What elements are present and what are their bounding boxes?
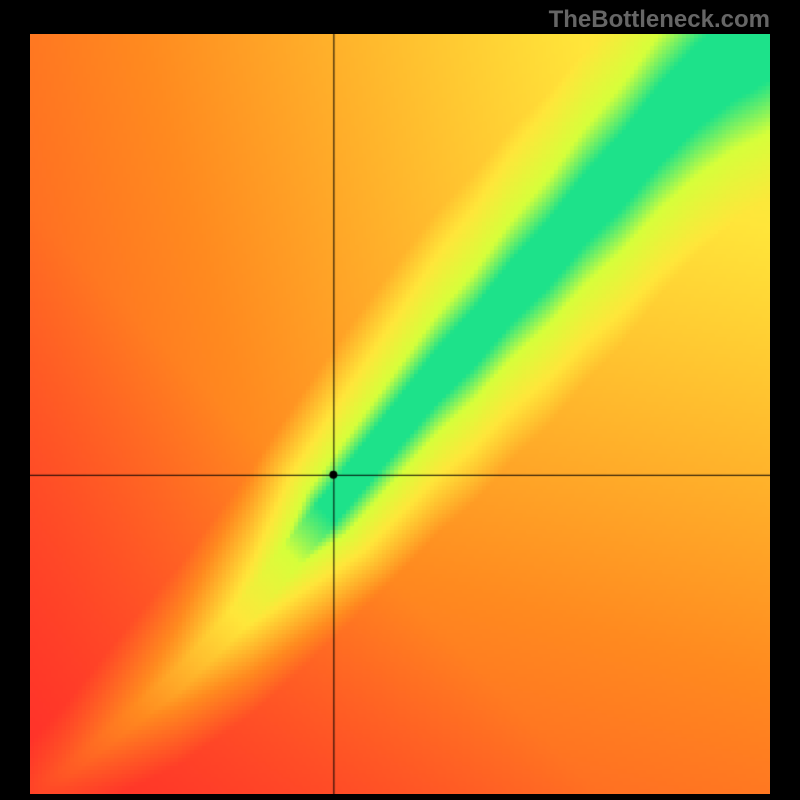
heatmap-plot — [30, 34, 770, 794]
chart-container: { "watermark": "TheBottleneck.com", "wat… — [0, 0, 800, 800]
watermark-text: TheBottleneck.com — [549, 6, 770, 34]
